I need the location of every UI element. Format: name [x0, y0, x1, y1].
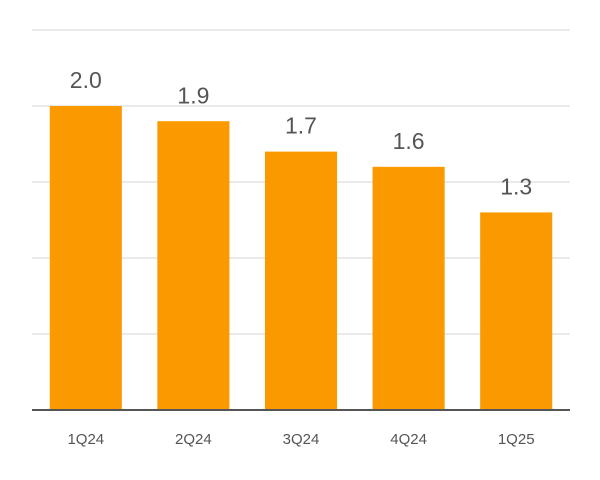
bar: [49, 106, 122, 410]
bar: [157, 121, 230, 410]
bar: [372, 166, 445, 410]
x-tick-label: 4Q24: [390, 431, 427, 448]
bar: [480, 212, 553, 410]
x-tick-label: 1Q25: [498, 431, 535, 448]
value-label: 1.3: [500, 173, 532, 199]
x-tick-label: 2Q24: [175, 431, 212, 448]
value-label: 1.9: [177, 82, 209, 108]
value-label: 2.0: [70, 67, 102, 93]
value-label: 1.7: [285, 113, 317, 139]
x-tick-label: 1Q24: [67, 431, 104, 448]
bar: [264, 151, 338, 410]
x-tick-label: 3Q24: [283, 431, 320, 448]
value-label: 1.6: [393, 128, 425, 154]
